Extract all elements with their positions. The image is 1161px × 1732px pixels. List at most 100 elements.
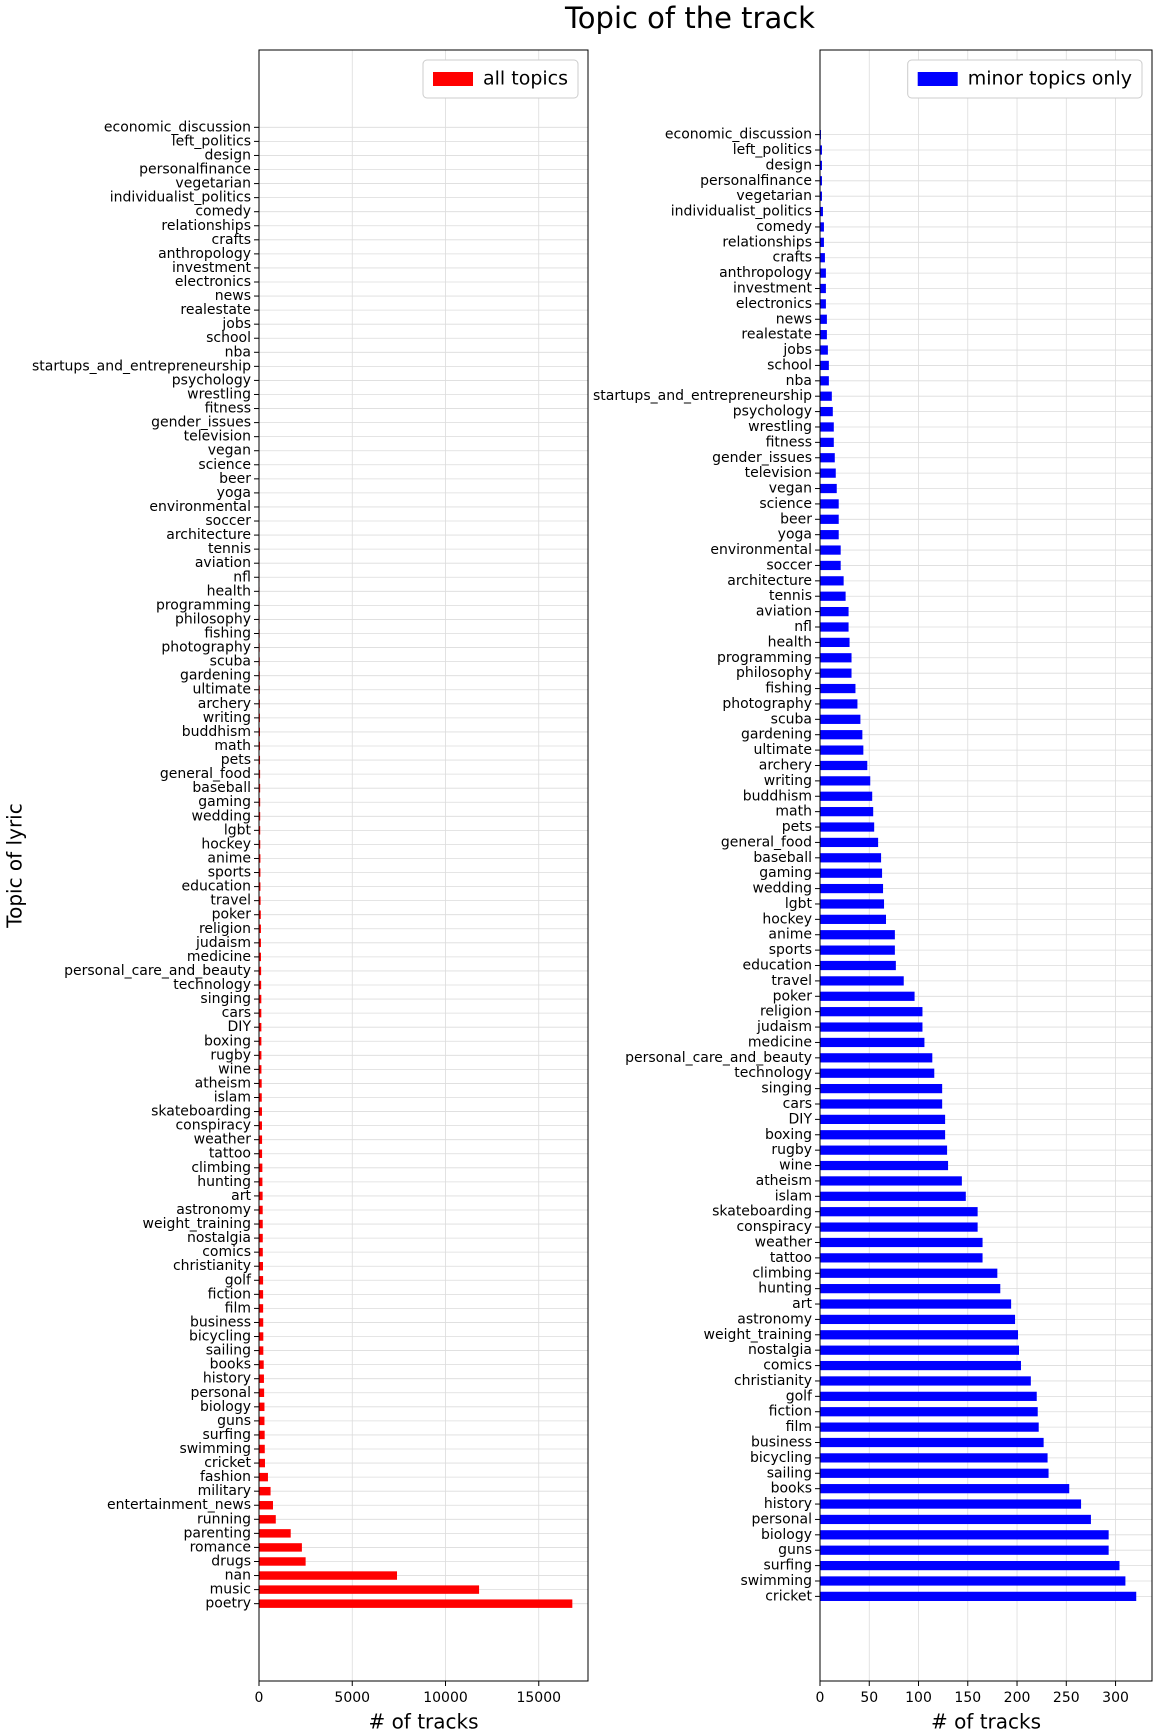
bar (820, 960, 896, 971)
y-tick-label: personal_care_and_beauty (625, 1050, 812, 1066)
y-tick-label: surfing (763, 1558, 812, 1574)
bar (820, 1099, 943, 1109)
y-tick-label: health (768, 634, 812, 650)
y-tick-label: vegetarian (175, 176, 251, 192)
y-tick-label: environmental (710, 542, 812, 558)
y-tick-label: gaming (759, 865, 812, 881)
y-tick-label: fishing (765, 681, 812, 697)
y-tick-label: conspiracy (736, 1219, 812, 1235)
y-tick-label: wine (218, 1061, 251, 1077)
bar (259, 741, 261, 751)
bar (259, 1402, 265, 1412)
y-tick-label: rugby (771, 1142, 812, 1158)
bar (259, 1065, 262, 1074)
y-tick-label: news (776, 311, 812, 327)
bar (259, 755, 261, 765)
y-tick-label: school (767, 357, 812, 373)
y-tick-label: fashion (200, 1469, 251, 1485)
y-tick-label: fiction (208, 1286, 251, 1302)
y-tick-label: investment (733, 280, 813, 296)
bar (820, 837, 879, 848)
bar (259, 924, 261, 933)
y-tick-label: economic_discussion (665, 127, 812, 143)
y-tick-label: aviation (756, 604, 812, 620)
y-tick-label: business (751, 1435, 812, 1451)
bar (820, 530, 839, 540)
bar (259, 868, 261, 877)
y-tick-label: rugby (210, 1047, 251, 1063)
bar (820, 1253, 983, 1263)
y-tick-label: health (207, 583, 251, 599)
y-tick-label: relationships (722, 234, 812, 250)
bar (820, 1407, 1038, 1417)
y-tick-label: climbing (752, 1265, 812, 1281)
bar (820, 883, 884, 894)
bar (259, 1051, 262, 1060)
bar (259, 1008, 262, 1018)
y-tick-label: drugs (211, 1553, 251, 1569)
y-tick-label: golf (225, 1272, 252, 1288)
y-tick-label: yoga (217, 485, 251, 501)
y-tick-label: conspiracy (175, 1118, 251, 1134)
bar (259, 1557, 306, 1566)
bar (820, 1083, 943, 1094)
bar (820, 253, 825, 263)
bar (259, 1571, 398, 1580)
bar (820, 422, 834, 432)
bar (259, 1318, 264, 1327)
y-tick-label: education (182, 879, 251, 895)
y-tick-label: astronomy (737, 1311, 812, 1327)
y-tick-label: parenting (183, 1525, 251, 1541)
y-tick-label: islam (775, 1188, 812, 1204)
bar (820, 453, 835, 463)
bar (820, 299, 826, 309)
y-tick-label: art (231, 1188, 251, 1204)
y-tick-label: left_politics (733, 142, 812, 158)
y-tick-label: swimming (740, 1573, 812, 1589)
y-tick-label: fitness (205, 401, 251, 417)
bar (820, 668, 852, 678)
y-tick-label: skateboarding (712, 1204, 812, 1220)
y-tick-label: medicine (187, 949, 251, 965)
y-tick-label: math (775, 804, 812, 820)
y-tick-label: programming (717, 650, 812, 666)
bar (820, 283, 826, 294)
bar (259, 1543, 302, 1552)
y-tick-label: guns (217, 1413, 251, 1429)
y-tick-label: technology (173, 977, 251, 993)
bar (259, 1458, 265, 1468)
y-tick-label: singing (761, 1081, 812, 1097)
bar (820, 391, 832, 401)
y-tick-label: environmental (149, 499, 251, 515)
y-tick-label: lgbt (224, 822, 252, 838)
y-tick-label: wine (779, 1158, 812, 1174)
bar (259, 966, 262, 976)
y-tick-label: atheism (756, 1173, 812, 1189)
bar (259, 980, 262, 990)
bar (820, 1499, 1082, 1509)
y-tick-label: news (215, 288, 251, 304)
bar (259, 952, 261, 962)
bar (259, 854, 261, 863)
bar (820, 930, 895, 940)
y-tick-label: gaming (198, 794, 251, 810)
y-tick-label: technology (734, 1065, 812, 1081)
bar (820, 991, 915, 1001)
bar (259, 1346, 264, 1355)
x-tick-label: 0 (816, 1690, 825, 1706)
y-tick-label: nba (786, 373, 812, 389)
x-axis-label: # of tracks (368, 1710, 478, 1732)
bar (820, 1468, 1049, 1478)
y-tick-label: poetry (205, 1596, 251, 1612)
y-tick-label: startups_and_entrepreneurship (32, 358, 251, 374)
y-tick-label: climbing (191, 1160, 251, 1176)
y-tick-label: comics (763, 1358, 812, 1374)
y-tick-label: nostalgia (187, 1230, 251, 1246)
bar (259, 1472, 268, 1482)
x-tick-label: 15000 (516, 1690, 561, 1706)
bar (820, 822, 875, 832)
y-tick-label: nfl (794, 619, 812, 635)
y-tick-label: running (197, 1511, 251, 1527)
y-tick-label: photography (722, 696, 812, 712)
y-tick-label: anthropology (158, 246, 251, 262)
